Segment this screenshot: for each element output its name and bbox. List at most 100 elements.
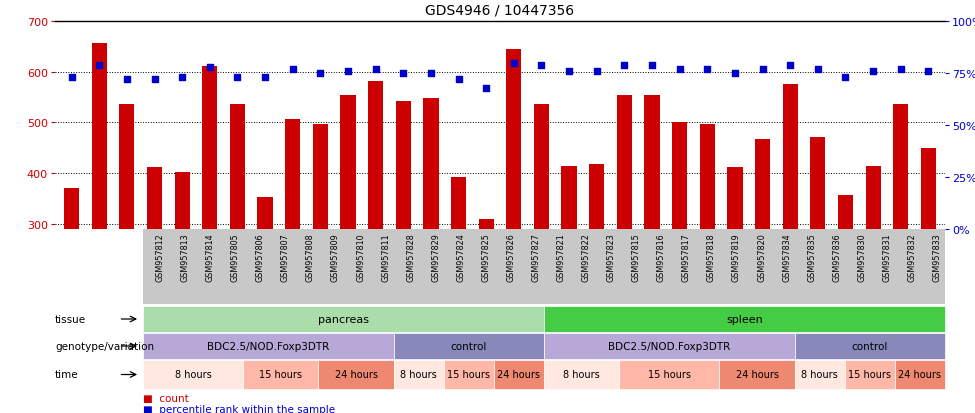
Text: BDC2.5/NOD.Foxp3DTR: BDC2.5/NOD.Foxp3DTR xyxy=(608,341,730,351)
Bar xyxy=(562,167,576,230)
Point xyxy=(920,69,936,75)
Text: 24 hours: 24 hours xyxy=(497,370,540,380)
Bar xyxy=(230,104,245,230)
Text: GSM957818: GSM957818 xyxy=(707,233,716,281)
Point xyxy=(396,71,411,77)
Bar xyxy=(727,167,743,230)
Bar xyxy=(617,96,632,230)
Text: GSM957805: GSM957805 xyxy=(231,233,240,281)
Point xyxy=(175,75,190,81)
Bar xyxy=(396,102,410,230)
Text: 8 hours: 8 hours xyxy=(175,370,212,380)
Text: GSM957812: GSM957812 xyxy=(156,233,165,281)
Bar xyxy=(534,104,549,230)
Text: GSM957811: GSM957811 xyxy=(381,233,390,281)
Text: 15 hours: 15 hours xyxy=(259,370,302,380)
Text: GSM957820: GSM957820 xyxy=(757,233,766,281)
Bar xyxy=(506,50,522,230)
Text: GSM957815: GSM957815 xyxy=(632,233,641,281)
Bar xyxy=(700,125,715,230)
Bar xyxy=(119,104,135,230)
Text: GSM957823: GSM957823 xyxy=(606,233,615,281)
Text: 24 hours: 24 hours xyxy=(898,370,942,380)
Point xyxy=(506,60,522,67)
Bar xyxy=(313,125,328,230)
Text: GSM957808: GSM957808 xyxy=(306,233,315,281)
Bar xyxy=(672,123,687,230)
Text: control: control xyxy=(851,341,888,351)
Text: spleen: spleen xyxy=(726,314,762,324)
Bar xyxy=(340,95,356,230)
Bar xyxy=(285,120,300,230)
Point xyxy=(838,75,853,81)
Text: GSM957821: GSM957821 xyxy=(557,233,565,281)
Bar xyxy=(589,165,604,230)
Point xyxy=(119,77,135,83)
Point xyxy=(479,85,494,92)
Text: GSM957834: GSM957834 xyxy=(782,233,791,281)
Point xyxy=(699,66,715,73)
Text: GSM957817: GSM957817 xyxy=(682,233,691,281)
Point xyxy=(562,69,577,75)
Point xyxy=(866,69,881,75)
Point xyxy=(589,69,604,75)
Bar xyxy=(147,167,162,230)
Bar xyxy=(202,66,217,230)
Bar xyxy=(479,219,493,230)
Bar xyxy=(64,189,79,230)
Text: control: control xyxy=(450,341,487,351)
Bar xyxy=(644,96,660,230)
Text: GSM957827: GSM957827 xyxy=(531,233,540,281)
Text: GSM957824: GSM957824 xyxy=(456,233,465,281)
Point xyxy=(146,77,162,83)
Bar xyxy=(866,166,880,230)
Text: 15 hours: 15 hours xyxy=(647,370,691,380)
Bar xyxy=(92,44,107,230)
Bar xyxy=(838,195,853,230)
Text: GSM957830: GSM957830 xyxy=(857,233,866,281)
Point xyxy=(727,71,743,77)
Bar xyxy=(175,173,190,230)
Text: 24 hours: 24 hours xyxy=(334,370,377,380)
Text: GSM957835: GSM957835 xyxy=(807,233,816,281)
Point xyxy=(672,66,687,73)
Point xyxy=(423,71,439,77)
Point xyxy=(313,71,329,77)
Text: 15 hours: 15 hours xyxy=(448,370,490,380)
Text: GSM957822: GSM957822 xyxy=(582,233,591,281)
Text: GSM957814: GSM957814 xyxy=(206,233,214,281)
Bar xyxy=(893,104,909,230)
Point xyxy=(755,66,770,73)
Text: GSM957806: GSM957806 xyxy=(255,233,265,281)
Text: 24 hours: 24 hours xyxy=(735,370,778,380)
Text: GSM957826: GSM957826 xyxy=(506,233,516,281)
Point xyxy=(893,66,909,73)
Text: GSM957833: GSM957833 xyxy=(932,233,942,281)
Text: GDS4946 / 10447356: GDS4946 / 10447356 xyxy=(425,4,574,18)
Point xyxy=(63,75,79,81)
Point xyxy=(782,62,798,69)
Bar xyxy=(451,177,466,230)
Point xyxy=(92,62,107,69)
Text: 15 hours: 15 hours xyxy=(848,370,891,380)
Point xyxy=(230,75,246,81)
Text: time: time xyxy=(55,370,79,380)
Text: GSM957809: GSM957809 xyxy=(331,233,340,281)
Bar xyxy=(810,138,826,230)
Text: GSM957816: GSM957816 xyxy=(657,233,666,281)
Bar xyxy=(257,197,273,230)
Point xyxy=(644,62,660,69)
Text: 8 hours: 8 hours xyxy=(564,370,600,380)
Bar xyxy=(423,99,439,230)
Text: GSM957807: GSM957807 xyxy=(281,233,290,281)
Text: 8 hours: 8 hours xyxy=(801,370,838,380)
Bar xyxy=(920,149,936,230)
Text: GSM957828: GSM957828 xyxy=(407,233,415,281)
Text: ■  count: ■ count xyxy=(143,393,189,403)
Text: GSM957810: GSM957810 xyxy=(356,233,365,281)
Text: GSM957819: GSM957819 xyxy=(732,233,741,281)
Point xyxy=(810,66,826,73)
Text: GSM957831: GSM957831 xyxy=(882,233,891,281)
Point xyxy=(202,64,217,71)
Point xyxy=(533,62,549,69)
